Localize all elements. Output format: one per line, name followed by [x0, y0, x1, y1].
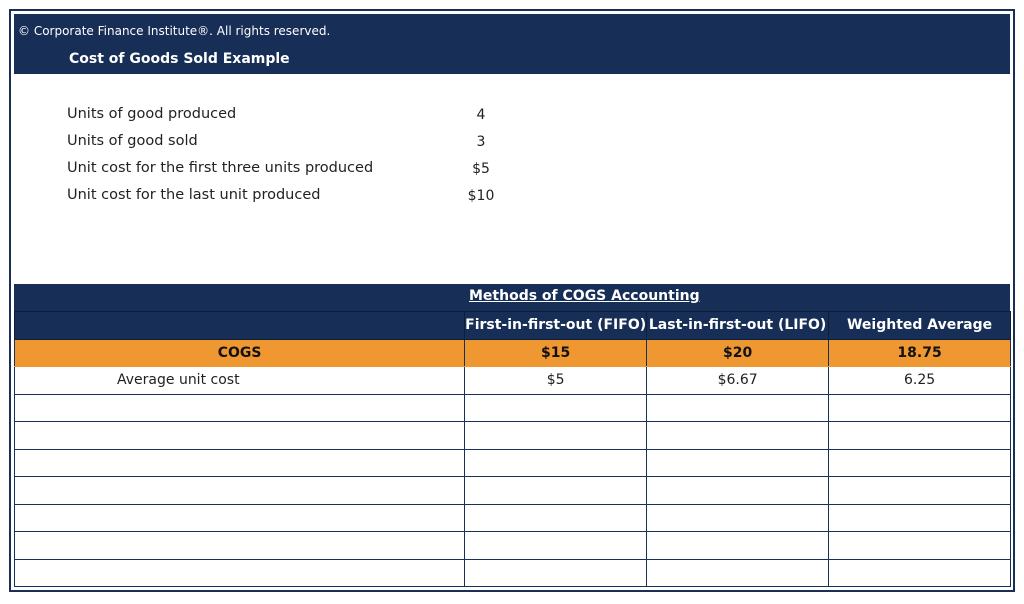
cell[interactable]: $20: [646, 338, 830, 367]
copyright-text: © Corporate Finance Institute®. All righ…: [18, 24, 331, 38]
cell[interactable]: [828, 448, 1011, 477]
cell[interactable]: [828, 476, 1011, 505]
cell[interactable]: [828, 421, 1011, 450]
spreadsheet-frame: © Corporate Finance Institute®. All righ…: [9, 9, 1015, 592]
input-label: Units of good produced: [67, 106, 237, 122]
input-label: Unit cost for the first three units prod…: [67, 160, 374, 176]
cell[interactable]: [646, 558, 830, 587]
cell[interactable]: [646, 531, 830, 560]
column-header-fifo: First-in-first-out (FIFO): [464, 311, 648, 340]
cell[interactable]: [646, 393, 830, 422]
cell[interactable]: [13, 448, 466, 477]
table-row-average: Average unit cost $5 $6.67 6.25: [13, 366, 1011, 395]
column-header-lifo: Last-in-first-out (LIFO): [646, 311, 830, 340]
table-row-cogs: COGS $15 $20 18.75: [13, 338, 1011, 367]
input-value[interactable]: $10: [467, 188, 495, 204]
cell[interactable]: [13, 421, 466, 450]
cell[interactable]: [464, 531, 648, 560]
cell[interactable]: [13, 476, 466, 505]
cell[interactable]: [646, 421, 830, 450]
cell[interactable]: [646, 503, 830, 532]
cell[interactable]: [464, 558, 648, 587]
cell[interactable]: [828, 558, 1011, 587]
cell[interactable]: 18.75: [828, 338, 1011, 367]
row-label: COGS: [13, 338, 466, 367]
empty-row: [13, 558, 1011, 587]
table-header-row: First-in-first-out (FIFO) Last-in-first-…: [13, 311, 1011, 340]
input-value[interactable]: 3: [476, 134, 486, 150]
page-title: Cost of Goods Sold Example: [69, 51, 290, 67]
empty-row: [13, 531, 1011, 560]
cell[interactable]: [828, 531, 1011, 560]
empty-row: [13, 421, 1011, 450]
cell[interactable]: [464, 421, 648, 450]
cell[interactable]: [646, 476, 830, 505]
cell[interactable]: [13, 531, 466, 560]
methods-title: Methods of COGS Accounting: [469, 288, 700, 304]
column-header-weighted: Weighted Average: [828, 311, 1011, 340]
cell[interactable]: 6.25: [828, 366, 1011, 395]
empty-row: [13, 448, 1011, 477]
header-band: © Corporate Finance Institute®. All righ…: [14, 14, 1010, 74]
cell[interactable]: $5: [464, 366, 648, 395]
cell[interactable]: [464, 448, 648, 477]
row-label: Average unit cost: [13, 366, 466, 395]
cell[interactable]: $6.67: [646, 366, 830, 395]
empty-row: [13, 503, 1011, 532]
cell[interactable]: [646, 448, 830, 477]
cell[interactable]: $15: [464, 338, 648, 367]
cell[interactable]: [13, 503, 466, 532]
cell[interactable]: [828, 503, 1011, 532]
column-header: [13, 311, 466, 340]
cell[interactable]: [464, 476, 648, 505]
input-value[interactable]: 4: [476, 107, 486, 123]
cell[interactable]: [828, 393, 1011, 422]
input-label: Unit cost for the last unit produced: [67, 187, 321, 203]
input-value[interactable]: $5: [472, 161, 490, 177]
cell[interactable]: [464, 393, 648, 422]
empty-row: [13, 476, 1011, 505]
input-label: Units of good sold: [67, 133, 198, 149]
cell[interactable]: [13, 558, 466, 587]
empty-row: [13, 393, 1011, 422]
cell[interactable]: [13, 393, 466, 422]
cogs-table: First-in-first-out (FIFO) Last-in-first-…: [13, 311, 1011, 587]
cell[interactable]: [464, 503, 648, 532]
